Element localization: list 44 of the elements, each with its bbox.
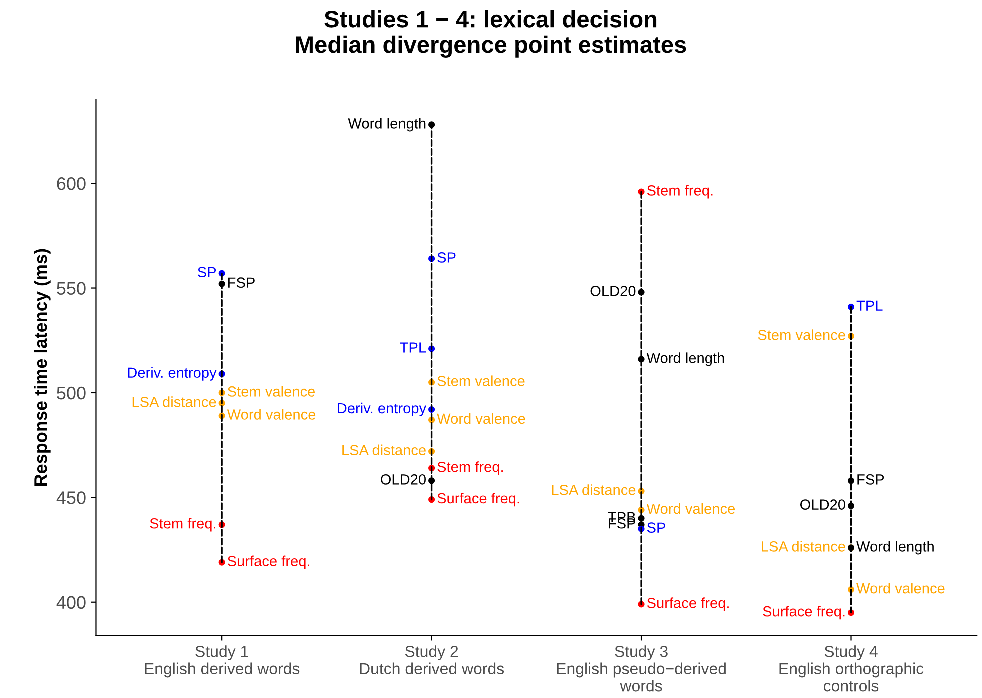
data-label: Word valence (856, 583, 945, 594)
y-tick-label: 400 (56, 596, 86, 610)
data-label: Surface freq. (763, 606, 845, 620)
data-label: Stem freq. (150, 518, 216, 532)
data-label: Deriv. entropy (128, 367, 217, 381)
data-label: LSA distance (762, 541, 846, 552)
y-tick-label: 600 (57, 178, 86, 190)
data-label: Word length (856, 541, 934, 555)
data-label: SP (647, 522, 666, 533)
x-tick-label: Study 3 English pseudo−derived words (557, 646, 726, 692)
data-label: FSP (228, 278, 255, 288)
data-label: Word length (348, 118, 426, 132)
data-label: TPL (400, 342, 426, 353)
y-tick-label: 550 (57, 282, 86, 295)
data-label: LSA distance (342, 444, 426, 456)
data-label: Stem valence (758, 330, 846, 340)
data-label: LSA distance (552, 484, 636, 496)
data-label: SP (198, 267, 216, 278)
data-label: FSP (858, 474, 884, 485)
data-label: Stem freq. (438, 462, 503, 476)
data-label: Word valence (227, 409, 316, 420)
data-label: OLD20 (800, 500, 846, 510)
chart-title: Studies 1 − 4: lexical decision Median divergence point estimates (296, 10, 686, 58)
x-tick-label: Study 2 Dutch derived words (360, 646, 504, 675)
data-label: Surface freq. (647, 598, 729, 612)
data-label: OLD20 (590, 286, 636, 296)
data-label: SP (438, 252, 456, 263)
data-label: LSA distance (132, 396, 216, 408)
data-label: Stem valence (438, 376, 525, 386)
data-label: Word valence (646, 503, 736, 514)
data-label: Stem valence (228, 386, 316, 397)
data-label: Surface freq. (438, 492, 520, 507)
x-tick-label: Study 1 English derived words (145, 646, 300, 678)
data-label: Word valence (437, 413, 526, 424)
data-label: Stem freq. (647, 185, 713, 199)
y-tick-label: 450 (56, 492, 86, 504)
data-label: Word length (646, 352, 724, 366)
y-axis-title: Response time latency (ms) (34, 249, 51, 486)
x-tick-label: Study 4 English orthographic controls (780, 646, 924, 692)
data-label: OLD20 (381, 474, 426, 485)
data-label: Surface freq. (228, 556, 310, 570)
y-tick-label: 500 (57, 386, 86, 400)
data-label: TPL (856, 300, 883, 311)
data-label: Deriv. entropy (338, 402, 427, 417)
